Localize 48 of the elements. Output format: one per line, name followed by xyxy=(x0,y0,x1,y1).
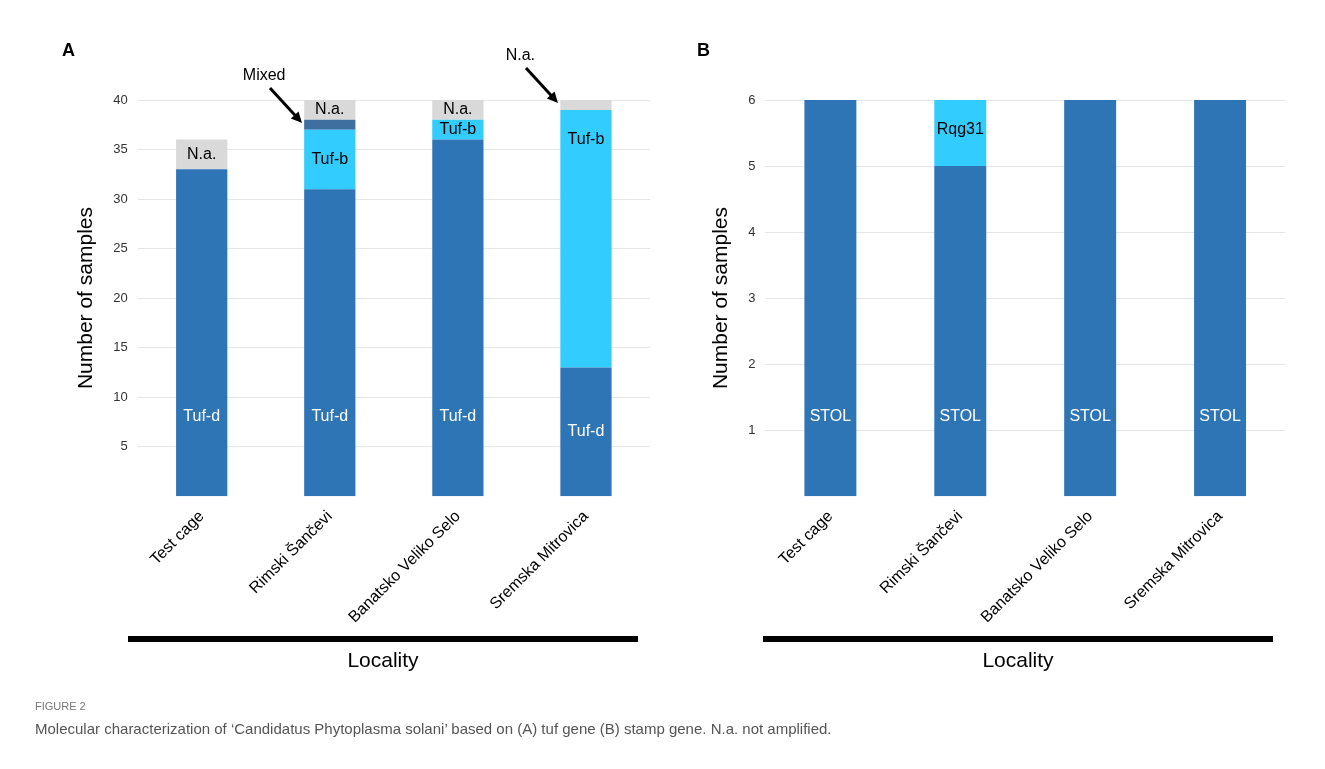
x-tick-label: Test cage xyxy=(146,507,208,568)
y-tick-label: 4 xyxy=(748,223,756,239)
y-tick-label: 10 xyxy=(113,388,128,404)
text: Tuf-b xyxy=(567,130,605,148)
series-label: STOL xyxy=(1199,406,1241,424)
y-tick-label: 2 xyxy=(748,355,756,371)
text: Tuf-d xyxy=(183,406,221,424)
bar xyxy=(560,100,612,110)
series-label: Tuf-b xyxy=(439,120,477,138)
text: N.a. xyxy=(505,46,536,64)
y-tick-label: 5 xyxy=(120,438,128,454)
text: N.a. xyxy=(443,100,473,118)
text: STOL xyxy=(1069,406,1111,424)
bar xyxy=(560,109,612,368)
y-tick-label: 6 xyxy=(748,91,756,107)
bar xyxy=(304,129,356,190)
text: Molecular characterization of ‘Candidatus Phytoplasma solani’ based on (A) tuf gene (B) stamp gene. N.a. not amplified. xyxy=(35,720,832,737)
bar xyxy=(432,139,484,497)
text: Mixed xyxy=(242,66,286,84)
y-axis-title: Number of samples xyxy=(708,207,732,390)
bar xyxy=(304,189,356,497)
y-tick-label: 5 xyxy=(748,157,756,173)
y-tick-label: 25 xyxy=(113,240,128,256)
chart-title: A xyxy=(62,40,75,61)
series-label: Rqg31 xyxy=(936,120,984,138)
text: Tuf-d xyxy=(567,422,605,440)
bar xyxy=(560,367,612,497)
y-tick-label: 15 xyxy=(113,339,128,355)
text: Tuf-b xyxy=(311,149,349,167)
y-tick-label: 30 xyxy=(113,190,128,206)
y-tick-label: 35 xyxy=(113,141,128,157)
y-tick-label: 40 xyxy=(113,91,128,107)
y-tick-label: 20 xyxy=(113,289,128,305)
series-label: Tuf-d xyxy=(311,406,349,424)
text: STOL xyxy=(809,406,852,424)
y-tick-label: 3 xyxy=(748,289,756,305)
chart-title: B xyxy=(697,40,710,61)
text: N.a. xyxy=(187,144,217,162)
x-axis-title: Locality xyxy=(981,648,1055,672)
text: STOL xyxy=(939,406,982,424)
text: Tuf-d xyxy=(439,406,477,424)
bar xyxy=(304,119,356,130)
series-label: N.a. xyxy=(315,100,345,118)
y-axis-title: Number of samples xyxy=(73,207,97,390)
bar xyxy=(176,169,228,497)
x-axis-title: Locality xyxy=(346,648,420,672)
caption: FIGURE 2 xyxy=(35,700,87,712)
y-tick-label: 1 xyxy=(748,421,756,437)
